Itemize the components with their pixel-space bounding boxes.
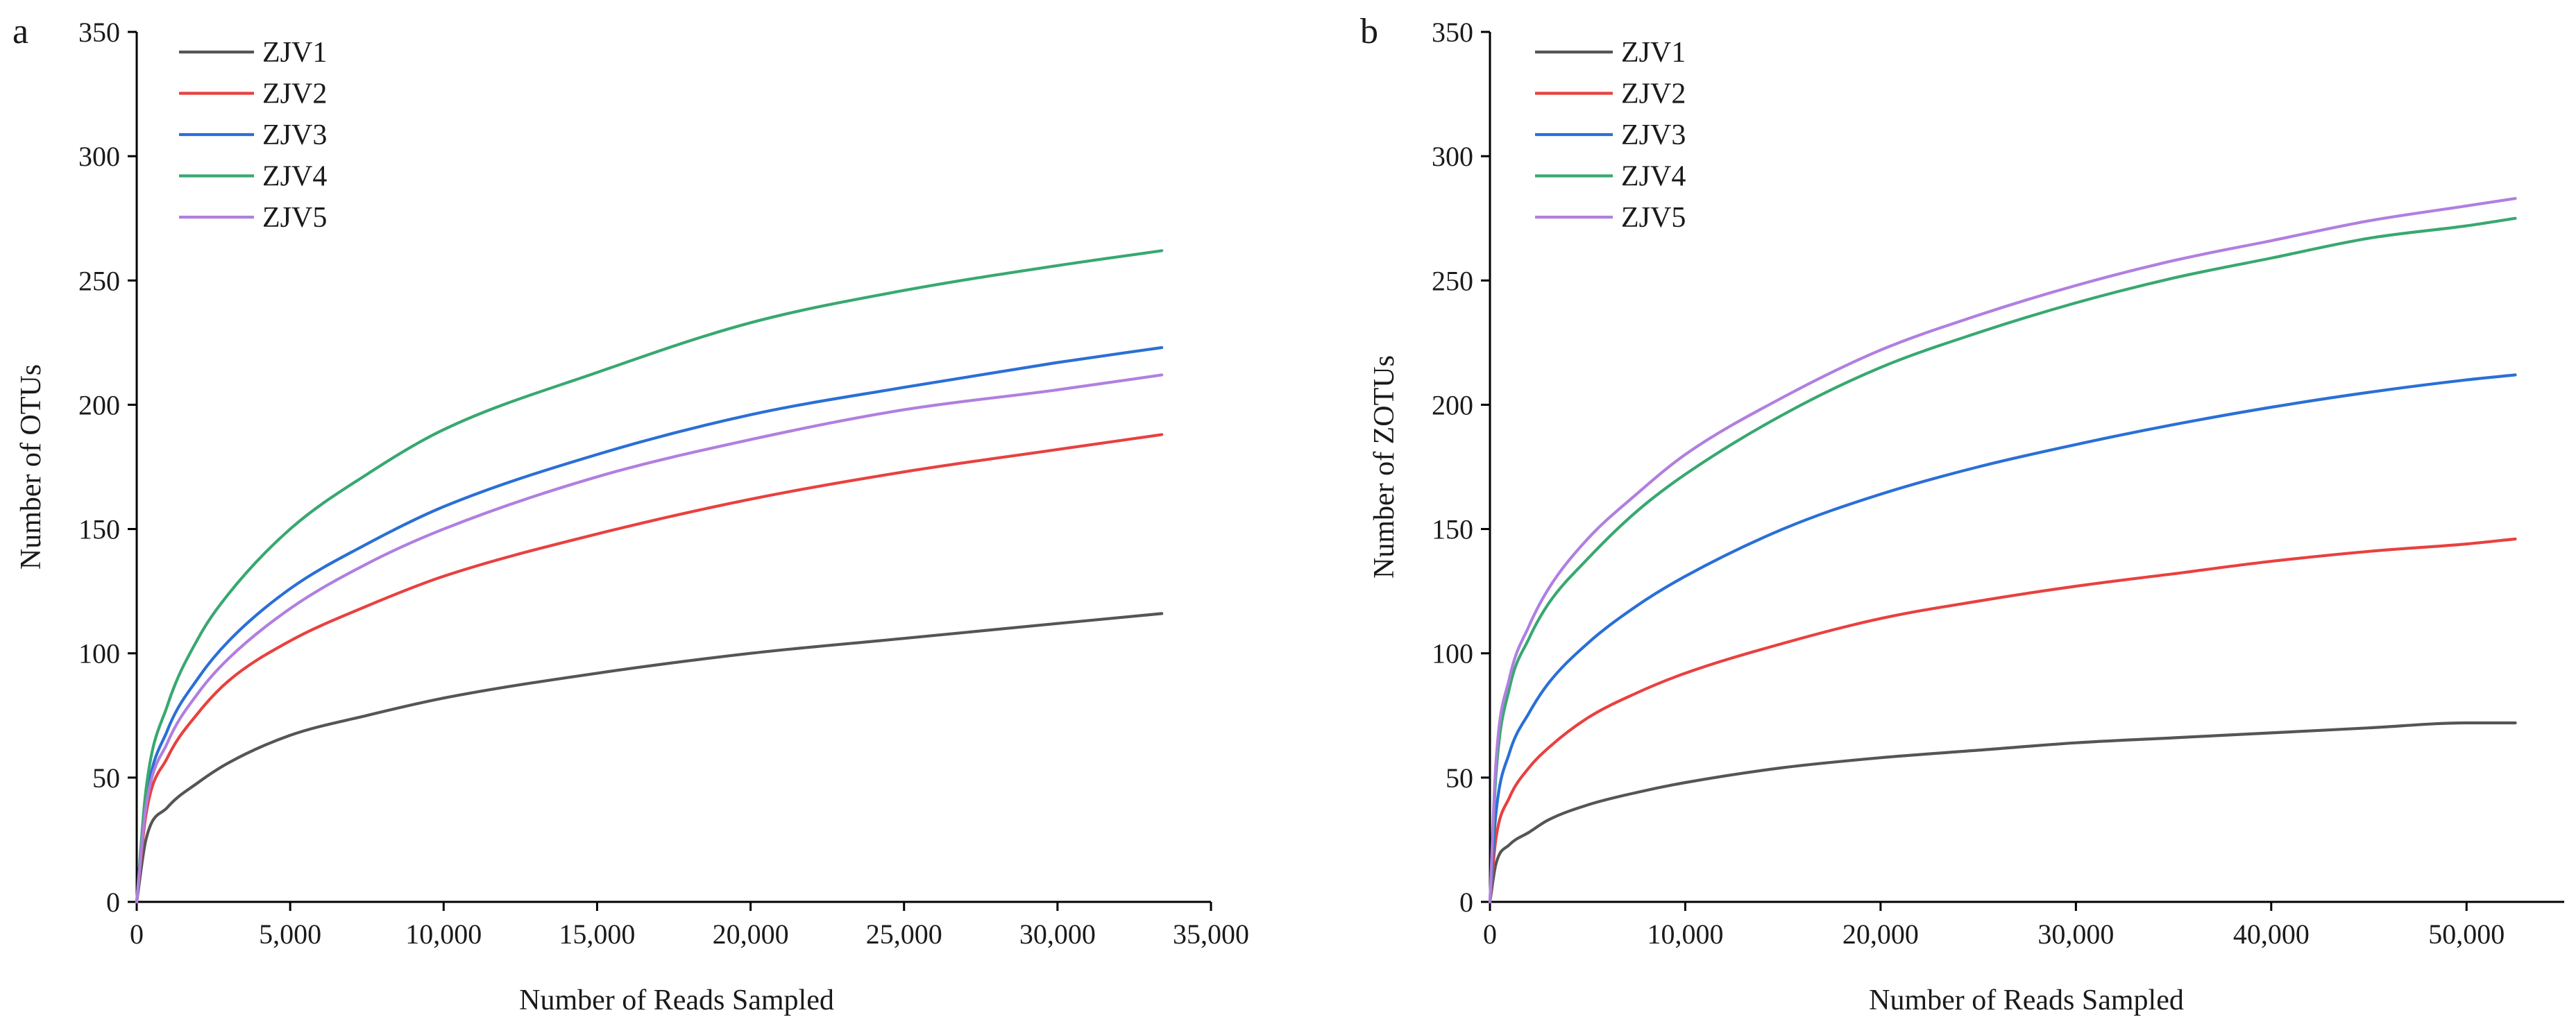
panel-b-x-tick-label: 50,000 [2428, 919, 2505, 950]
panel-b-series-zjv5 [1488, 197, 2517, 904]
panel-a-series [135, 249, 1164, 904]
panel-b-legend: ZJV1 ZJV2 ZJV3 ZJV4 ZJV5 [1535, 37, 1686, 234]
panel-b-x-tick-label: 40,000 [2233, 919, 2310, 950]
panel-a-x-tick-label: 30,000 [1019, 919, 1096, 950]
panel-a-y-tick-label: 300 [78, 141, 120, 172]
panel-a-x-tick-label: 15,000 [559, 919, 635, 950]
panel-a-series-zjv2 [135, 433, 1164, 904]
panel-a-x-tick-label: 0 [130, 919, 144, 950]
panel-b-ticks: 0 50 100 150 200 250 300 350 0 10,000 20,000 30,000… [1432, 17, 2505, 950]
panel-a-legend-label-zjv5: ZJV5 [262, 202, 327, 234]
panel-a-y-tick-label: 150 [78, 514, 120, 545]
panel-b-x-axis-title: Number of Reads Sampled [1869, 984, 2184, 1016]
panel-b-y-tick-label: 150 [1432, 514, 1473, 545]
panel-b-legend-label-zjv4: ZJV4 [1621, 161, 1686, 193]
panel-a-legend-label-zjv3: ZJV3 [262, 119, 327, 151]
panel-a-label: a [12, 12, 28, 51]
panel-b-y-tick-label: 0 [1459, 887, 1473, 918]
panel-b-legend-label-zjv1: ZJV1 [1621, 37, 1686, 69]
panel-a-legend-label-zjv2: ZJV2 [262, 78, 327, 110]
panel-a-ticks: 0 50 100 150 200 250 300 350 0 5,000 10,000 15,000 2… [78, 17, 1249, 950]
panel-a: a Number of Reads Sampled Number of OTUs… [12, 12, 1249, 1016]
panel-a-y-axis-title: Number of OTUs [15, 364, 47, 570]
panel-a-series-zjv1 [135, 612, 1164, 904]
panel-b-y-tick-label: 250 [1432, 265, 1473, 296]
panel-b-x-tick-label: 30,000 [2037, 919, 2114, 950]
panel-b-legend-label-zjv2: ZJV2 [1621, 78, 1686, 110]
panel-a-y-tick-label: 0 [106, 887, 120, 918]
panel-a-y-tick-label: 250 [78, 265, 120, 296]
panel-b-y-axis-title: Number of ZOTUs [1368, 355, 1400, 579]
panel-a-legend: ZJV1 ZJV2 ZJV3 ZJV4 ZJV5 [179, 37, 327, 234]
panel-a-series-zjv3 [135, 345, 1164, 904]
panel-b: b Number of Reads Sampled Number of ZOTU… [1360, 12, 2564, 1016]
panel-b-label: b [1360, 12, 1378, 51]
panel-b-x-tick-label: 0 [1483, 919, 1497, 950]
panel-b-legend-label-zjv3: ZJV3 [1621, 119, 1686, 151]
panel-b-x-tick-label: 20,000 [1842, 919, 1919, 950]
panel-a-y-tick-label: 350 [78, 17, 120, 48]
panel-b-series-zjv3 [1488, 373, 2517, 904]
panel-a-x-axis-title: Number of Reads Sampled [519, 984, 834, 1016]
panel-b-y-tick-label: 350 [1432, 17, 1473, 48]
panel-a-x-tick-label: 5,000 [259, 919, 321, 950]
panel-b-y-tick-label: 300 [1432, 141, 1473, 172]
panel-b-legend-label-zjv5: ZJV5 [1621, 202, 1686, 234]
panel-a-y-tick-label: 50 [92, 762, 120, 794]
panel-b-y-tick-label: 200 [1432, 389, 1473, 420]
panel-a-x-tick-label: 20,000 [713, 919, 789, 950]
panel-a-legend-label-zjv1: ZJV1 [262, 37, 327, 69]
panel-a-legend-label-zjv4: ZJV4 [262, 161, 327, 193]
panel-a-x-tick-label: 10,000 [405, 919, 482, 950]
panel-a-y-tick-label: 100 [78, 638, 120, 669]
panel-b-y-tick-label: 50 [1446, 762, 1473, 794]
panel-b-x-tick-label: 10,000 [1647, 919, 1723, 950]
panel-a-y-tick-label: 200 [78, 389, 120, 420]
panel-b-series [1488, 197, 2517, 904]
panel-b-y-tick-label: 100 [1432, 638, 1473, 669]
panel-a-x-tick-label: 35,000 [1173, 919, 1249, 950]
panel-a-series-zjv5 [135, 373, 1164, 904]
panel-b-series-zjv2 [1488, 537, 2517, 904]
panel-b-series-zjv4 [1488, 216, 2517, 904]
panel-a-series-zjv4 [135, 249, 1164, 904]
panel-a-x-tick-label: 25,000 [866, 919, 942, 950]
panel-b-series-zjv1 [1488, 721, 2517, 904]
